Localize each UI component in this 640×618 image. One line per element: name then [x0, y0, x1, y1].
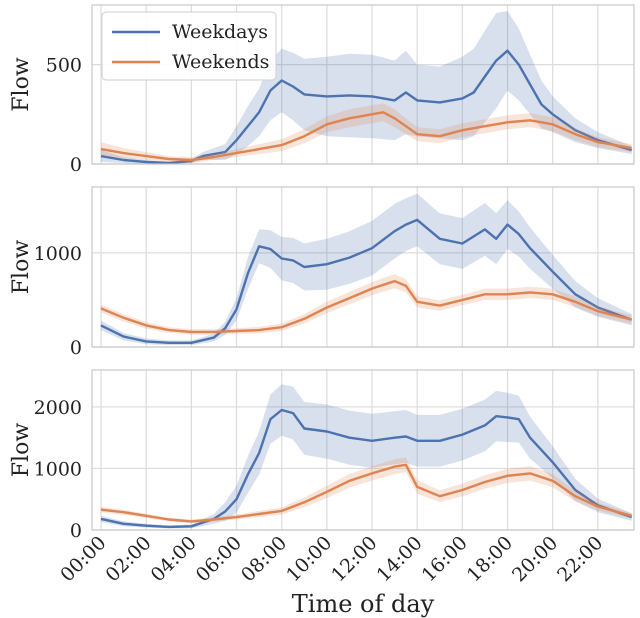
panel-frame — [91, 369, 635, 531]
series-line-weekdays — [100, 218, 633, 344]
y-tick-label: 0 — [70, 154, 82, 176]
x-tick-label: 20:00 — [508, 532, 562, 586]
panel-1: 0 500 Flow — [9, 4, 635, 176]
y-tick-label: 1000 — [34, 243, 82, 265]
x-tick-label: 18:00 — [463, 532, 517, 586]
legend-label-weekends: Weekends — [172, 51, 269, 73]
chart-panels: 0500Flow01000Flow010002000Flow00:0002:00… — [9, 4, 635, 586]
y-axis-label: Flow — [9, 57, 34, 112]
y-tick-label: 0 — [70, 520, 82, 542]
y-axis-label: Flow — [9, 423, 34, 478]
series-line-weekdays — [100, 49, 633, 165]
y-tick-label: 500 — [46, 55, 82, 77]
y-tick-label: 0 — [70, 337, 82, 359]
x-tick-label: 08:00 — [237, 532, 291, 586]
x-tick-label: 12:00 — [327, 532, 381, 586]
series-line-weekends — [100, 111, 632, 162]
x-axis-label: Time of day — [292, 590, 435, 618]
y-tick-label: 1000 — [34, 458, 82, 480]
legend-label-weekdays: Weekdays — [172, 21, 268, 43]
y-axis-label: Flow — [9, 240, 34, 295]
x-tick-label: 10:00 — [282, 532, 336, 586]
series-line-weekends — [100, 463, 633, 523]
confidence-band-weekends — [101, 457, 632, 524]
series-line-weekends — [100, 279, 632, 334]
confidence-band-weekdays — [101, 193, 632, 346]
panel-frame — [91, 186, 635, 348]
x-tick-label: 06:00 — [192, 532, 246, 586]
legend: Weekdays Weekends — [101, 11, 277, 81]
x-tick-label: 14:00 — [372, 532, 426, 586]
panel-frame — [91, 4, 635, 165]
x-tick-label: 00:00 — [56, 532, 110, 586]
confidence-band-weekends — [101, 274, 632, 335]
x-tick-label: 04:00 — [147, 532, 201, 586]
confidence-band-weekends — [101, 103, 632, 163]
confidence-band-weekdays — [101, 384, 632, 529]
x-tick-label: 22:00 — [553, 532, 607, 586]
confidence-band-weekdays — [101, 11, 632, 164]
x-tick-label: 02:00 — [101, 532, 155, 586]
x-tick-label: 16:00 — [418, 532, 472, 586]
y-tick-label: 2000 — [34, 397, 82, 419]
